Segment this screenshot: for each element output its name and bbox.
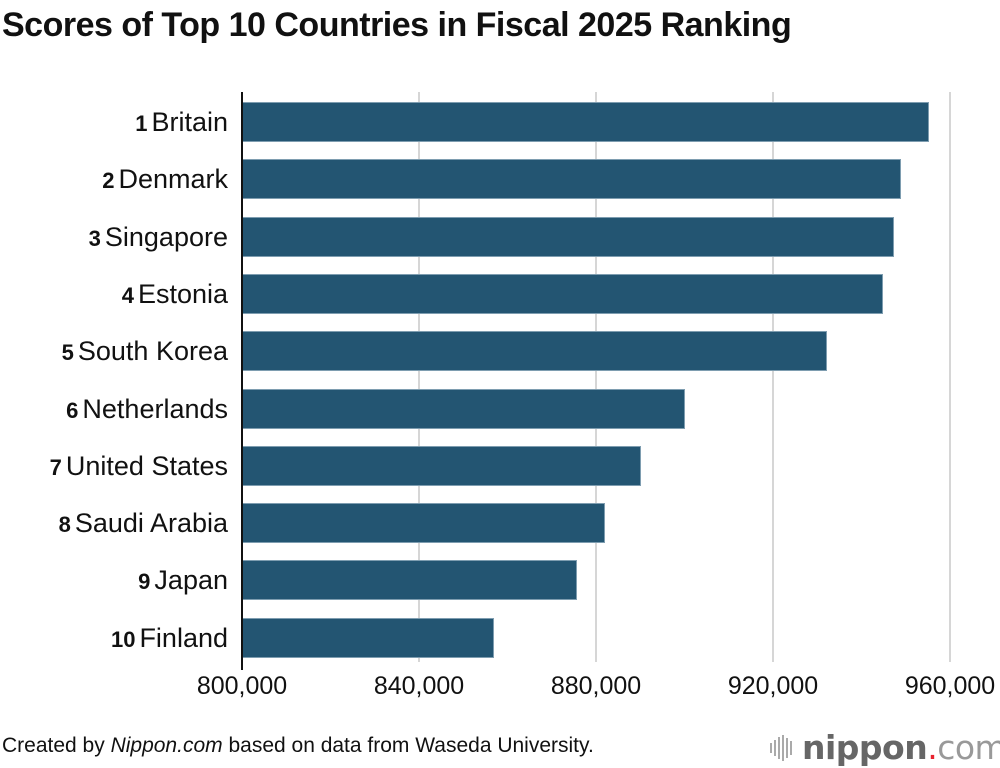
country-name: Japan	[154, 565, 228, 596]
bar	[242, 445, 642, 486]
category-label: 7 United States	[0, 446, 228, 488]
plot-area	[242, 92, 951, 662]
rank-number: 5	[61, 340, 74, 366]
rank-number: 1	[135, 111, 148, 136]
category-label: 6 Netherlands	[0, 389, 228, 431]
category-label: 5 South Korea	[0, 331, 228, 373]
category-label: 2 Denmark	[0, 159, 228, 201]
logo-soundwave-icon	[770, 734, 792, 761]
rank-number: 8	[58, 512, 71, 538]
rank-number: 4	[121, 282, 134, 308]
source-prefix: Created by	[2, 734, 111, 757]
bar	[242, 617, 495, 658]
country-name: Britain	[151, 107, 228, 137]
rank-number: 10	[110, 626, 136, 652]
gridline	[772, 92, 774, 662]
country-name: United States	[65, 450, 228, 481]
gridline	[418, 92, 420, 662]
rank-number: 9	[138, 569, 151, 595]
x-tick-label: 880,000	[550, 672, 642, 700]
rank-number: 6	[66, 397, 79, 423]
bar	[242, 388, 685, 429]
x-tick-label: 800,000	[196, 672, 288, 700]
source-note: Created by Nippon.com based on data from…	[2, 734, 594, 758]
x-tick-label: 840,000	[373, 672, 465, 700]
category-label: 8 Saudi Arabia	[0, 503, 228, 545]
bar	[242, 503, 605, 544]
rank-number: 3	[88, 225, 101, 251]
country-name: Estonia	[137, 278, 228, 309]
rank-number: 7	[49, 454, 62, 480]
source-suffix: based on data from Waseda University.	[222, 734, 594, 757]
category-label: 3 Singapore	[0, 217, 228, 259]
category-label: 1 Britain	[0, 102, 228, 144]
country-name: Singapore	[104, 221, 228, 252]
bar	[242, 102, 929, 142]
bar	[242, 159, 902, 200]
x-tick-label: 960,000	[904, 672, 996, 700]
x-tick-label: 920,000	[727, 672, 819, 700]
country-name: Netherlands	[82, 393, 228, 424]
bar	[242, 331, 827, 372]
country-name: South Korea	[77, 336, 228, 367]
logo-wordmark: nippon.com	[802, 728, 1000, 767]
nippon-logo: nippon.com	[770, 728, 1000, 767]
gridline	[595, 92, 597, 662]
country-name: Finland	[139, 622, 228, 653]
bar	[242, 273, 884, 314]
rank-number: 2	[102, 168, 115, 194]
category-label: 10 Finland	[0, 618, 228, 660]
category-label: 9 Japan	[0, 560, 228, 602]
category-label: 4 Estonia	[0, 274, 228, 316]
country-name: Saudi Arabia	[74, 508, 228, 539]
y-axis-line	[241, 92, 243, 670]
gridline	[949, 92, 951, 662]
chart-title: Scores of Top 10 Countries in Fiscal 202…	[2, 6, 792, 44]
country-name: Denmark	[118, 164, 228, 195]
bar	[242, 216, 894, 257]
bar	[242, 560, 577, 601]
source-name: Nippon.com	[110, 734, 223, 757]
